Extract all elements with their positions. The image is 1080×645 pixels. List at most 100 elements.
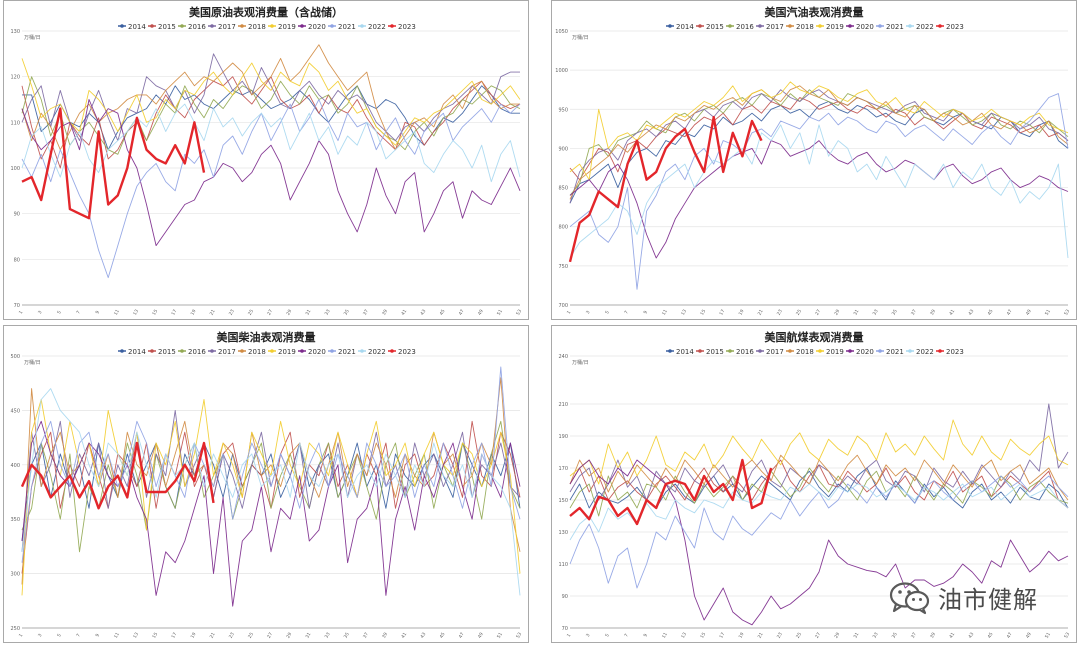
legend-label-2015: 2015 — [706, 23, 724, 31]
y-unit-label: 万桶/日 — [24, 359, 41, 366]
legend-marker-2021 — [878, 349, 882, 353]
x-tick-label: 17 — [170, 631, 178, 639]
x-tick-label: 3 — [585, 310, 592, 316]
x-tick-label: 21 — [757, 308, 765, 316]
legend-label-2018: 2018 — [248, 348, 266, 356]
legend-marker-2022 — [360, 24, 364, 28]
series-line-2016 — [21, 420, 521, 553]
legend-label-2020: 2020 — [308, 23, 326, 31]
legend-label-2023: 2023 — [946, 348, 964, 356]
legend-marker-2020 — [300, 24, 304, 28]
x-tick-label: 47 — [458, 631, 466, 639]
x-tick-label: 15 — [151, 308, 159, 316]
chart-title: 美国航煤表观消费量 — [765, 330, 864, 344]
x-tick-label: 15 — [151, 631, 159, 639]
legend-marker-2015 — [698, 349, 702, 353]
legend-marker-2021 — [878, 24, 882, 28]
series-line-2015 — [569, 97, 1069, 181]
x-tick-label: 35 — [891, 631, 899, 639]
x-tick-label: 9 — [642, 310, 649, 316]
y-tick-label: 700 — [558, 303, 568, 309]
x-tick-label: 31 — [852, 308, 860, 316]
x-tick-label: 1 — [566, 633, 573, 639]
legend-marker-2017 — [758, 349, 762, 353]
watermark-text: 油市健解 — [938, 586, 1038, 614]
x-tick-label: 45 — [438, 308, 446, 316]
legend-marker-2014 — [668, 24, 672, 28]
x-tick-label: 31 — [852, 631, 860, 639]
x-tick-label: 47 — [1006, 308, 1014, 316]
x-tick-label: 25 — [795, 631, 803, 639]
x-tick-label: 27 — [266, 631, 274, 639]
legend-label-2015: 2015 — [158, 348, 176, 356]
x-tick-label: 53 — [1063, 308, 1071, 316]
x-tick-label: 47 — [1006, 631, 1014, 639]
x-tick-label: 27 — [814, 308, 822, 316]
y-tick-label: 80 — [14, 257, 20, 263]
series-line-2017 — [569, 89, 1069, 204]
legend-marker-2016 — [180, 349, 184, 353]
series-line-2018 — [21, 377, 521, 585]
y-tick-label: 170 — [558, 466, 568, 472]
x-tick-label: 37 — [362, 308, 370, 316]
x-tick-label: 51 — [1044, 631, 1052, 639]
legend-label-2015: 2015 — [158, 23, 176, 31]
x-tick-label: 7 — [75, 633, 82, 639]
x-tick-label: 11 — [113, 308, 121, 316]
series-line-2021 — [569, 93, 1069, 290]
x-tick-label: 19 — [189, 631, 197, 639]
legend-label-2014: 2014 — [676, 23, 694, 31]
legend-marker-2022 — [360, 349, 364, 353]
chart-title: 美国柴油表观消费量 — [217, 330, 316, 344]
series-line-2020 — [21, 99, 521, 247]
x-tick-label: 37 — [910, 308, 918, 316]
x-tick-label: 3 — [37, 310, 44, 316]
x-tick-label: 5 — [56, 633, 63, 639]
series-line-2022 — [569, 483, 1069, 541]
legend-marker-2020 — [848, 349, 852, 353]
series-line-2023 — [568, 115, 763, 263]
x-tick-label: 21 — [757, 631, 765, 639]
x-tick-label: 13 — [680, 631, 688, 639]
y-tick-label: 350 — [10, 517, 20, 523]
legend-marker-2022 — [908, 24, 912, 28]
legend-label-2023: 2023 — [946, 23, 964, 31]
series-line-2021 — [21, 366, 521, 563]
y-tick-label: 110 — [10, 120, 20, 126]
y-tick-label: 1050 — [555, 29, 568, 35]
y-tick-label: 950 — [558, 107, 568, 113]
series-line-2020 — [21, 420, 521, 607]
x-tick-label: 5 — [604, 633, 611, 639]
legend-marker-2018 — [240, 349, 244, 353]
x-tick-label: 53 — [515, 631, 523, 639]
x-tick-label: 45 — [438, 631, 446, 639]
legend-marker-2016 — [728, 24, 732, 28]
chart-title: 美国原油表观消费量（含战储） — [189, 5, 343, 19]
x-tick-label: 35 — [891, 308, 899, 316]
legend-label-2018: 2018 — [796, 23, 814, 31]
legend-marker-2023 — [390, 349, 394, 353]
x-tick-label: 43 — [419, 308, 427, 316]
y-unit-label: 万桶/日 — [572, 359, 589, 366]
legend-marker-2018 — [240, 24, 244, 28]
x-tick-label: 13 — [132, 308, 140, 316]
legend-label-2017: 2017 — [766, 23, 784, 31]
x-tick-label: 53 — [515, 308, 523, 316]
x-tick-label: 19 — [737, 631, 745, 639]
x-tick-label: 53 — [1063, 631, 1071, 639]
legend: 2014 2015 2016 2017 2018 2019 2020 2021 2022 2023 — [118, 348, 416, 356]
legend-marker-2023 — [938, 349, 942, 353]
legend-label-2022: 2022 — [916, 348, 934, 356]
y-tick-label: 240 — [558, 354, 568, 360]
x-tick-label: 13 — [132, 631, 140, 639]
x-tick-label: 33 — [872, 308, 880, 316]
legend-label-2016: 2016 — [188, 23, 206, 31]
x-tick-label: 35 — [343, 308, 351, 316]
x-tick-label: 9 — [94, 310, 101, 316]
x-tick-label: 1 — [18, 310, 25, 316]
y-tick-label: 900 — [558, 146, 568, 152]
x-tick-label: 41 — [948, 308, 956, 316]
series-line-2015 — [569, 459, 1069, 509]
series-line-2019 — [21, 399, 521, 596]
x-tick-label: 39 — [381, 631, 389, 639]
